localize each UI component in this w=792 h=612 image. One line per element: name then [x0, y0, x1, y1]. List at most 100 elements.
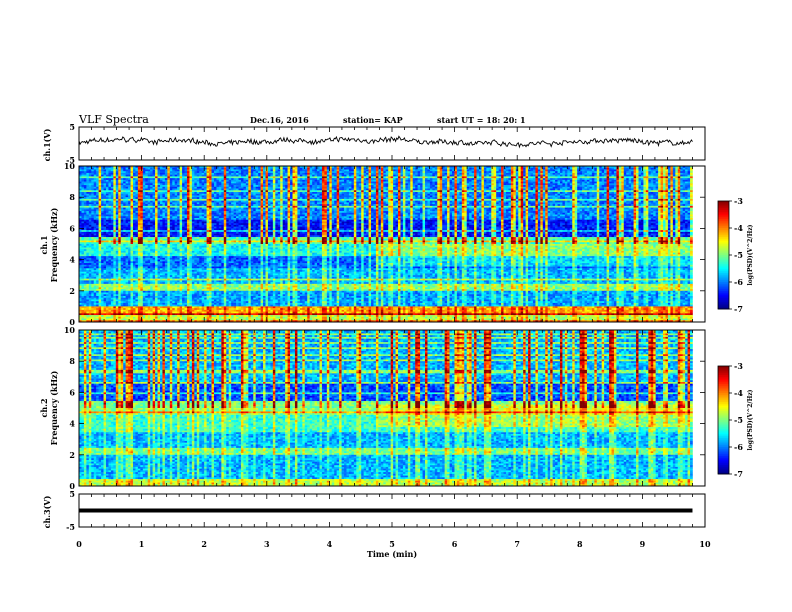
spectrogram-cell [155, 182, 158, 184]
spectrogram-cell [170, 187, 173, 189]
spectrogram-cell [548, 178, 551, 180]
spectrogram-cell [597, 175, 600, 177]
spectrogram-cell [531, 182, 534, 184]
spectrogram-cell [334, 194, 337, 196]
spectrogram-cell [621, 169, 624, 171]
spectrogram-cell [369, 183, 372, 185]
spectrogram-cell [334, 192, 337, 194]
spectrogram-cell [371, 192, 374, 194]
spectrogram-cell [457, 171, 460, 173]
spectrogram-cell [369, 190, 372, 192]
spectrogram-cell [631, 173, 634, 175]
spectrogram-cell [106, 185, 109, 187]
spectrogram-cell [580, 173, 583, 175]
spectrogram-cell [214, 178, 217, 180]
spectrogram-cell [481, 175, 484, 177]
spectrogram-cell [261, 178, 264, 180]
spectrogram-cell [361, 171, 364, 173]
spectrogram-cell [113, 168, 116, 170]
spectrogram-cell [302, 169, 305, 171]
spectrogram-cell [182, 176, 185, 178]
spectrogram-cell [236, 178, 239, 180]
spectrogram-cell [167, 173, 170, 175]
spectrogram-cell [128, 178, 131, 180]
spectrogram-cell [508, 175, 511, 177]
spectrogram-cell [371, 187, 374, 189]
spectrogram-cell [410, 171, 413, 173]
spectrogram-cell [491, 171, 494, 173]
spectrogram-cell [148, 194, 151, 196]
spectrogram-cell [359, 178, 362, 180]
spectrogram-cell [545, 175, 548, 177]
spectrogram-cell [616, 190, 619, 192]
spectrogram-cell [236, 182, 239, 184]
spectrogram-cell [521, 187, 524, 189]
spectrogram-cell [263, 178, 266, 180]
spectrogram-cell [84, 171, 87, 173]
spectrogram-cell [626, 173, 629, 175]
spectrogram-cell [496, 178, 499, 180]
spectrogram-cell [315, 182, 318, 184]
spectrogram-cell [231, 189, 234, 191]
spectrogram-cell [118, 178, 121, 180]
date-label: Dec.16, 2016 [250, 115, 309, 125]
spectrogram-cell [688, 189, 691, 191]
spectrogram-cell [678, 178, 681, 180]
spectrogram-cell [602, 192, 605, 194]
spectrogram-cell [288, 190, 291, 192]
spectrogram-cell [504, 190, 507, 192]
spectrogram-cell [290, 175, 293, 177]
spectrogram-cell [420, 169, 423, 171]
spectrogram-cell [327, 180, 330, 182]
spectrogram-cell [457, 169, 460, 171]
spectrogram-cell [580, 175, 583, 177]
spectrogram-cell [447, 173, 450, 175]
spectrogram-cell [248, 176, 251, 178]
spectrogram-cell [410, 189, 413, 191]
spectrogram-cell [533, 183, 536, 185]
spectrogram-cell [499, 175, 502, 177]
spectrogram-cell [135, 185, 138, 187]
spectrogram-cell [369, 185, 372, 187]
spectrogram-cell [319, 175, 322, 177]
spectrogram-cell [94, 176, 97, 178]
spectrogram-cell [565, 187, 568, 189]
spectrogram-cell [481, 171, 484, 173]
spectrogram-cell [126, 190, 129, 192]
spectrogram-cell [285, 171, 288, 173]
spectrogram-cell [570, 185, 573, 187]
spectrogram-cell [675, 178, 678, 180]
spectrogram-cell [386, 189, 389, 191]
spectrogram-cell [518, 185, 521, 187]
spectrogram-cell [435, 190, 438, 192]
spectrogram-cell [381, 168, 384, 170]
spectrogram-cell [602, 182, 605, 184]
spectrogram-cell [643, 192, 646, 194]
spectrogram-cell [327, 171, 330, 173]
spectrogram-cell [391, 175, 394, 177]
spectrogram-cell [646, 168, 649, 170]
spectrogram-cell [346, 183, 349, 185]
spectrogram-cell [427, 171, 430, 173]
spectrogram-cell [302, 176, 305, 178]
spectrogram-cell [437, 182, 440, 184]
spectrogram-cell [398, 190, 401, 192]
spectrogram-cell [189, 185, 192, 187]
spectrogram-cell [86, 178, 89, 180]
spectrogram-cell [204, 180, 207, 182]
spectrogram-cell [491, 182, 494, 184]
spectrogram-cell [241, 195, 244, 197]
spectrogram-cell [599, 180, 602, 182]
spectrogram-cell [295, 171, 298, 173]
spectrogram-cell [587, 182, 590, 184]
spectrogram-cell [670, 180, 673, 182]
spectrogram-cell [656, 190, 659, 192]
spectrogram-cell [381, 189, 384, 191]
spectrogram-cell [653, 173, 656, 175]
spectrogram-cell [369, 194, 372, 196]
spectrogram-cell [418, 178, 421, 180]
spectrogram-cell [214, 173, 217, 175]
spectrogram-cell [342, 192, 345, 194]
spectrogram-cell [670, 168, 673, 170]
spectrogram-cell [511, 194, 514, 196]
